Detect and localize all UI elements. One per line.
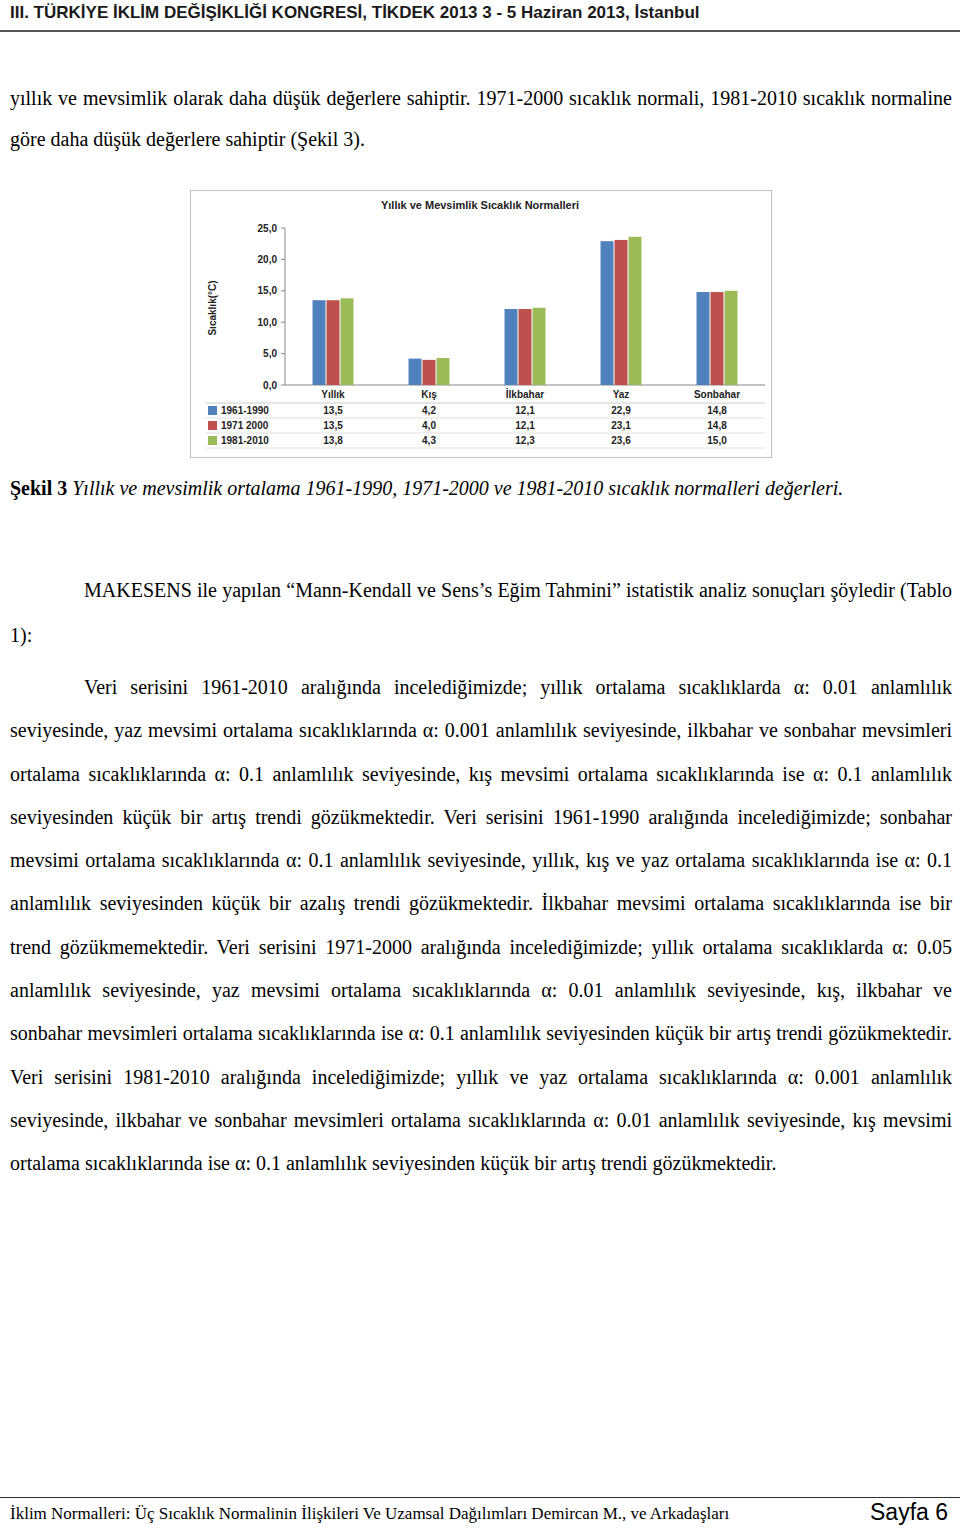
table-value: 12,1 [515,420,535,431]
y-tick [281,290,285,291]
table-rule [205,433,765,434]
bar [615,240,628,385]
caption-label: Şekil 3 [10,477,67,499]
table-value: 12,3 [515,435,535,446]
body-paragraph: MAKESENS ile yapılan “Mann-Kendall ve Se… [10,568,952,658]
figure-caption: Şekil 3 Yıllık ve mevsimlik ortalama 196… [10,470,952,507]
y-tick-label: 10,0 [258,317,278,328]
table-value: 4,0 [422,420,436,431]
bar [409,359,422,385]
page-header: III. TÜRKİYE İKLİM DEĞİŞİKLİĞİ KONGRESİ,… [10,3,950,23]
table-value: 12,1 [515,405,535,416]
table-value: 4,3 [422,435,436,446]
y-tick-label: 15,0 [258,285,278,296]
footer-rule [0,1497,960,1498]
bars [313,237,738,385]
bar [423,360,436,385]
bar [327,300,340,385]
legend-swatch [208,421,217,430]
bar [711,292,724,385]
table-value: 13,5 [323,405,343,416]
table-rule [205,418,765,419]
table-value: 14,8 [707,405,727,416]
x-tick-label: Yıllık [321,389,345,400]
bar [601,241,614,385]
legend-swatch [208,436,217,445]
table-value: 22,9 [611,405,631,416]
caption-text: Yıllık ve mevsimlik ortalama 1961-1990, … [72,477,843,499]
figure-chart: Yıllık ve Mevsimlik Sıcaklık Normalleri S… [190,190,772,458]
legend-label: 1971 2000 [221,420,269,431]
intro-paragraph: yıllık ve mevsimlik olarak daha düşük de… [10,78,952,160]
bar [313,300,326,385]
bar [519,309,532,385]
y-axis-label: Sıcaklık(°C) [207,280,218,335]
bar [341,298,354,385]
y-tick-label: 0,0 [263,380,277,391]
table-value: 14,8 [707,420,727,431]
legend-swatch [208,406,217,415]
table-value: 23,1 [611,420,631,431]
y-tick-label: 5,0 [263,348,277,359]
y-tick [281,322,285,323]
bar [533,308,546,385]
bar [437,358,450,385]
table-rule [205,403,765,404]
x-tick-label: Kış [421,389,437,400]
x-tick-label: Sonbahar [694,389,740,400]
y-tick [281,228,285,229]
x-tick-label: Yaz [613,389,630,400]
footer-text: İklim Normalleri: Üç Sıcaklık Normalinin… [10,1504,729,1524]
table-value: 15,0 [707,435,727,446]
x-tick-label: İlkbahar [506,388,544,400]
y-axis [285,228,286,385]
bar [629,237,642,385]
table-value: 23,6 [611,435,631,446]
y-tick [281,353,285,354]
legend-label: 1961-1990 [221,405,269,416]
table-value: 13,8 [323,435,343,446]
body-paragraph: Veri serisini 1961-2010 aralığında incel… [10,666,952,1186]
table-value: 13,5 [323,420,343,431]
bar [697,292,710,385]
y-tick-label: 25,0 [258,223,278,234]
table-rule [205,448,765,449]
y-tick-label: 20,0 [258,254,278,265]
bar [725,291,738,385]
table-value: 4,2 [422,405,436,416]
y-tick [281,385,285,386]
y-tick [281,259,285,260]
page-number: Sayfa 6 [870,1499,948,1526]
legend-label: 1981-2010 [221,435,269,446]
bar [505,309,518,385]
header-rule [0,30,960,32]
chart-frame [191,191,772,458]
chart-title: Yıllık ve Mevsimlik Sıcaklık Normalleri [381,199,579,211]
